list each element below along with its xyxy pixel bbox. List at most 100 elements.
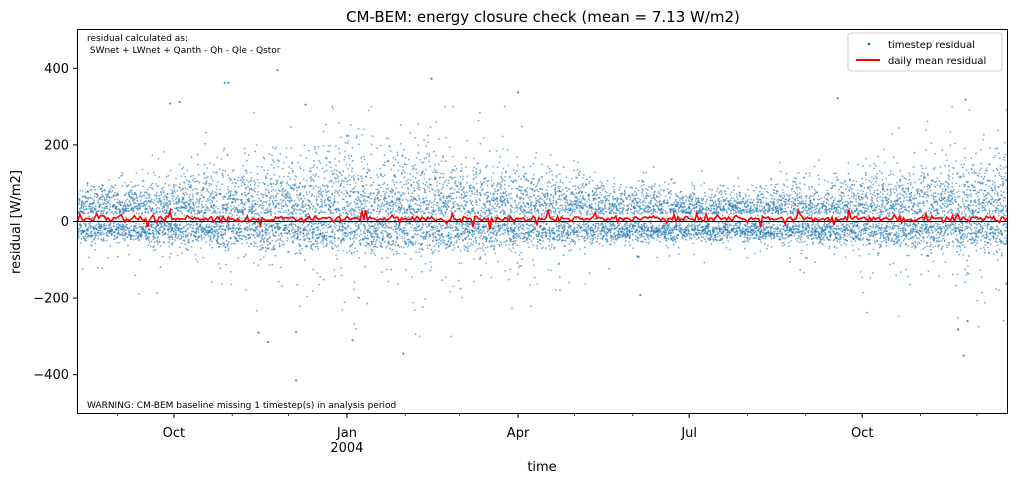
scatter-point	[428, 230, 430, 233]
scatter-point	[233, 178, 236, 181]
scatter-point	[488, 241, 491, 243]
scatter-point	[82, 195, 85, 198]
scatter-point	[342, 180, 345, 183]
scatter-point	[85, 197, 88, 199]
scatter-point	[289, 233, 291, 236]
scatter-point	[312, 185, 315, 188]
scatter-point	[151, 188, 154, 191]
scatter-point	[208, 209, 211, 212]
scatter-point	[426, 247, 429, 250]
scatter-point	[275, 202, 278, 205]
scatter-point	[297, 204, 300, 206]
scatter-point	[444, 160, 447, 163]
scatter-point	[262, 181, 265, 184]
scatter-point	[132, 200, 135, 202]
scatter-point	[365, 241, 368, 244]
scatter-point	[404, 269, 407, 271]
scatter-point	[183, 181, 186, 184]
scatter-point	[396, 228, 399, 231]
scatter-point	[427, 204, 430, 207]
scatter-point	[501, 135, 504, 138]
scatter-point	[468, 238, 471, 241]
scatter-point	[402, 246, 405, 249]
scatter-point	[286, 181, 289, 183]
scatter-series	[78, 69, 1007, 382]
scatter-point	[370, 212, 373, 215]
scatter-point	[280, 202, 283, 205]
scatter-point	[425, 234, 427, 237]
scatter-point	[224, 246, 227, 249]
scatter-point	[449, 238, 452, 241]
scatter-point	[267, 169, 269, 172]
scatter-point	[457, 229, 460, 232]
scatter-point	[334, 222, 336, 225]
scatter-point	[269, 203, 272, 205]
scatter-point	[483, 204, 486, 207]
scatter-point	[377, 204, 380, 206]
scatter-point	[393, 214, 395, 216]
scatter-point	[497, 202, 499, 205]
scatter-point	[151, 182, 154, 185]
scatter-point	[155, 191, 158, 194]
scatter-point	[450, 194, 452, 197]
scatter-point	[419, 205, 422, 208]
scatter-point	[271, 240, 274, 242]
scatter-point	[230, 227, 233, 230]
scatter-point	[482, 188, 484, 191]
scatter-point	[134, 229, 137, 232]
scatter-point	[496, 166, 499, 169]
scatter-point	[422, 231, 425, 234]
scatter-point	[323, 278, 325, 281]
scatter-point	[158, 241, 161, 244]
scatter-point	[380, 242, 383, 245]
scatter-point	[308, 224, 310, 226]
scatter-point	[272, 182, 275, 185]
scatter-point	[353, 190, 355, 193]
scatter-point	[411, 276, 413, 278]
scatter-point	[270, 190, 273, 193]
scatter-point	[451, 249, 454, 251]
scatter-point	[484, 253, 487, 256]
scatter-point	[473, 193, 476, 196]
scatter-point	[474, 212, 477, 215]
scatter-point	[209, 239, 212, 242]
scatter-point	[100, 212, 102, 215]
scatter-point	[354, 210, 357, 213]
scatter-point	[330, 201, 333, 204]
scatter-point	[448, 245, 451, 248]
scatter-point	[171, 198, 174, 200]
scatter-point	[265, 223, 268, 226]
scatter-point	[378, 167, 381, 170]
scatter-point	[334, 244, 336, 247]
scatter-point	[366, 199, 369, 202]
scatter-point	[139, 259, 141, 261]
scatter-point	[329, 241, 331, 244]
scatter-point	[353, 179, 355, 182]
scatter-point	[130, 225, 132, 228]
scatter-point	[372, 181, 375, 184]
scatter-point	[478, 228, 480, 230]
scatter-point	[359, 205, 362, 208]
scatter-point	[204, 211, 207, 214]
scatter-point	[472, 170, 475, 172]
scatter-point	[344, 189, 347, 192]
scatter-point	[327, 199, 330, 202]
scatter-point	[189, 206, 192, 209]
scatter-point	[287, 209, 290, 212]
scatter-point	[406, 200, 409, 202]
scatter-point	[334, 178, 337, 180]
scatter-point	[304, 185, 306, 188]
scatter-point	[127, 233, 130, 236]
scatter-point	[476, 193, 479, 196]
scatter-point	[186, 193, 188, 196]
scatter-point	[97, 221, 100, 224]
scatter-point	[397, 161, 399, 164]
scatter-point	[198, 181, 201, 184]
scatter-point	[245, 170, 248, 173]
scatter-point	[178, 197, 180, 200]
scatter-point	[322, 240, 324, 242]
scatter-point	[429, 234, 431, 237]
scatter-point	[264, 250, 267, 253]
scatter-point	[122, 211, 125, 213]
scatter-point	[455, 226, 458, 229]
